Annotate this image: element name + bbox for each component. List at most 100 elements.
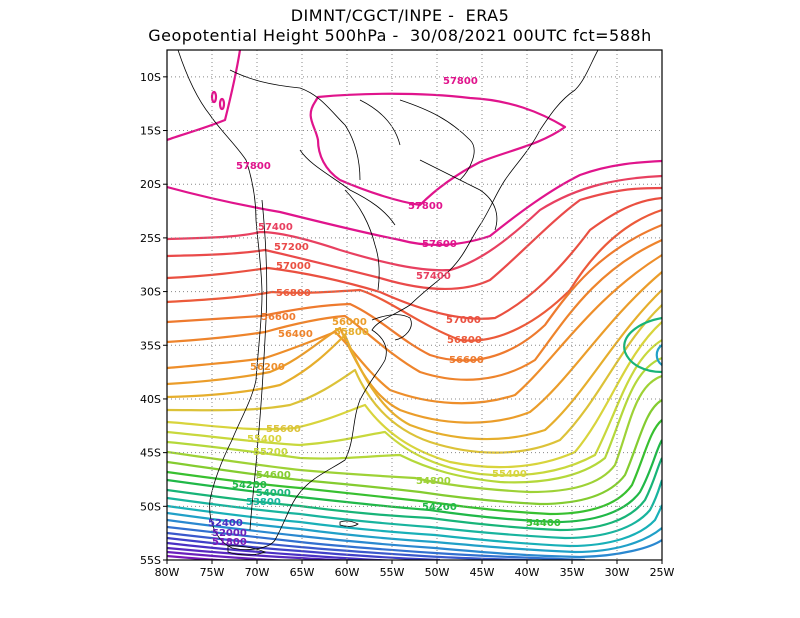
contour-54600 [167, 399, 662, 506]
brazil-states-c [359, 99, 401, 146]
lon-tick-label: 45W [470, 566, 495, 579]
lat-tick-label: 55S [140, 554, 161, 567]
contour-label: 56600 [261, 312, 296, 323]
lon-tick-label: 55W [380, 566, 405, 579]
contour-label: 54600 [256, 470, 291, 481]
lon-tick-label: 80W [155, 566, 180, 579]
lat-tick-label: 50S [140, 500, 161, 513]
contour-label: 55200 [253, 447, 288, 458]
south-america-coast [177, 50, 599, 550]
contour-label: 57200 [274, 242, 309, 253]
lat-tick-label: 25S [140, 232, 161, 245]
contour-54000 [167, 457, 662, 532]
contour-label: 57000 [276, 261, 311, 272]
contour-label: 57600 [422, 239, 457, 250]
contour-label: 55400 [492, 469, 527, 480]
lat-tick-label: 20S [140, 178, 161, 191]
contour-57400 [167, 174, 662, 272]
contour-label: 56600 [449, 355, 484, 366]
brazil-border-west [229, 69, 361, 181]
contour-52200 [167, 546, 371, 560]
contour-low-a [623, 316, 662, 374]
contour-56600 [167, 223, 662, 362]
contour-label: 57800 [236, 161, 271, 172]
falklands [339, 520, 359, 527]
paraguay-border [344, 189, 380, 291]
contour-56000 [167, 271, 662, 424]
lat-tick-label: 15S [140, 125, 161, 138]
contour-55400 [167, 321, 662, 469]
contour-label: 56800 [447, 335, 482, 346]
contour-label: 52000 [212, 528, 247, 539]
chart-subtitle: Geopotential Height 500hPa - 30/08/2021 … [148, 26, 652, 45]
coastlines [177, 50, 599, 556]
contour-56200 [167, 254, 662, 405]
lon-tick-label: 35W [560, 566, 585, 579]
contour-57000 [167, 196, 662, 320]
contour-53400 [167, 511, 662, 554]
lon-tick-label: 40W [515, 566, 540, 579]
contour-label: 56000 [332, 317, 367, 328]
grid-lines [167, 50, 662, 560]
lat-tick-label: 10S [140, 71, 161, 84]
lon-tick-label: 30W [605, 566, 630, 579]
lon-axis: 80W 75W 70W 65W 60W 55W 50W 45W 40W 35W 30W 25W [155, 560, 675, 579]
lat-axis: 10S 15S 20S 25S 30S 35S 40S 45S 50S 55S [140, 71, 167, 567]
uruguay [371, 314, 412, 341]
lat-tick-label: 45S [140, 447, 161, 460]
lon-tick-label: 60W [335, 566, 360, 579]
contour-label: 54400 [526, 518, 561, 529]
lon-tick-label: 70W [245, 566, 270, 579]
contour-label: 56800 [276, 288, 311, 299]
contour-label: 54000 [256, 488, 291, 499]
contour-label: 57800 [408, 201, 443, 212]
contour-label: 54800 [416, 476, 451, 487]
contour-label: 51800 [212, 537, 247, 548]
contour-low-b [655, 344, 662, 366]
contour-label: 57400 [416, 271, 451, 282]
brazil-states-b [419, 159, 498, 231]
contour-55000 [167, 356, 662, 484]
contour-label: 57400 [258, 222, 293, 233]
contour-label: 55800 [334, 327, 369, 338]
chart-title: DIMNT/CGCT/INPE - ERA5 [290, 6, 510, 25]
contour-label: 55400 [247, 434, 282, 445]
contour-53800 [167, 479, 662, 540]
contour-57800-a [309, 92, 567, 207]
contour-55800 [167, 289, 662, 441]
contour-lines [167, 50, 662, 560]
contour-label: 55600 [266, 424, 301, 435]
contour-label: 56400 [278, 329, 313, 340]
contour-53200 [167, 518, 662, 559]
contour-label: 56200 [250, 362, 285, 373]
contour-label: 57800 [443, 76, 478, 87]
argentina-chile-border [249, 199, 268, 531]
contour-54400 [167, 419, 662, 516]
lon-tick-label: 50W [425, 566, 450, 579]
lon-tick-label: 75W [200, 566, 225, 579]
contour-57200 [167, 186, 662, 290]
lat-tick-label: 30S [140, 286, 161, 299]
contour-53000 [167, 525, 586, 560]
contour-56400 [167, 238, 662, 381]
contour-55600 [167, 304, 662, 454]
contour-57800-b [167, 50, 242, 142]
contour-57600 [167, 159, 662, 247]
lat-tick-label: 35S [140, 339, 161, 352]
plot-frame [166, 49, 663, 561]
contour-small-a [210, 90, 218, 104]
contour-52800 [167, 531, 561, 560]
lon-tick-label: 65W [290, 566, 315, 579]
contour-label: 52400 [208, 518, 243, 529]
contour-label: 53800 [246, 497, 281, 508]
contour-small-b [218, 97, 226, 111]
contour-56800 [167, 208, 662, 342]
contour-label: 54200 [422, 502, 457, 513]
contour-53600 [167, 504, 662, 548]
contour-label: 54200 [232, 480, 267, 491]
contour-52600 [167, 536, 441, 560]
lon-tick-label: 25W [650, 566, 675, 579]
contour-54200 [167, 439, 662, 524]
lat-tick-label: 40S [140, 393, 161, 406]
